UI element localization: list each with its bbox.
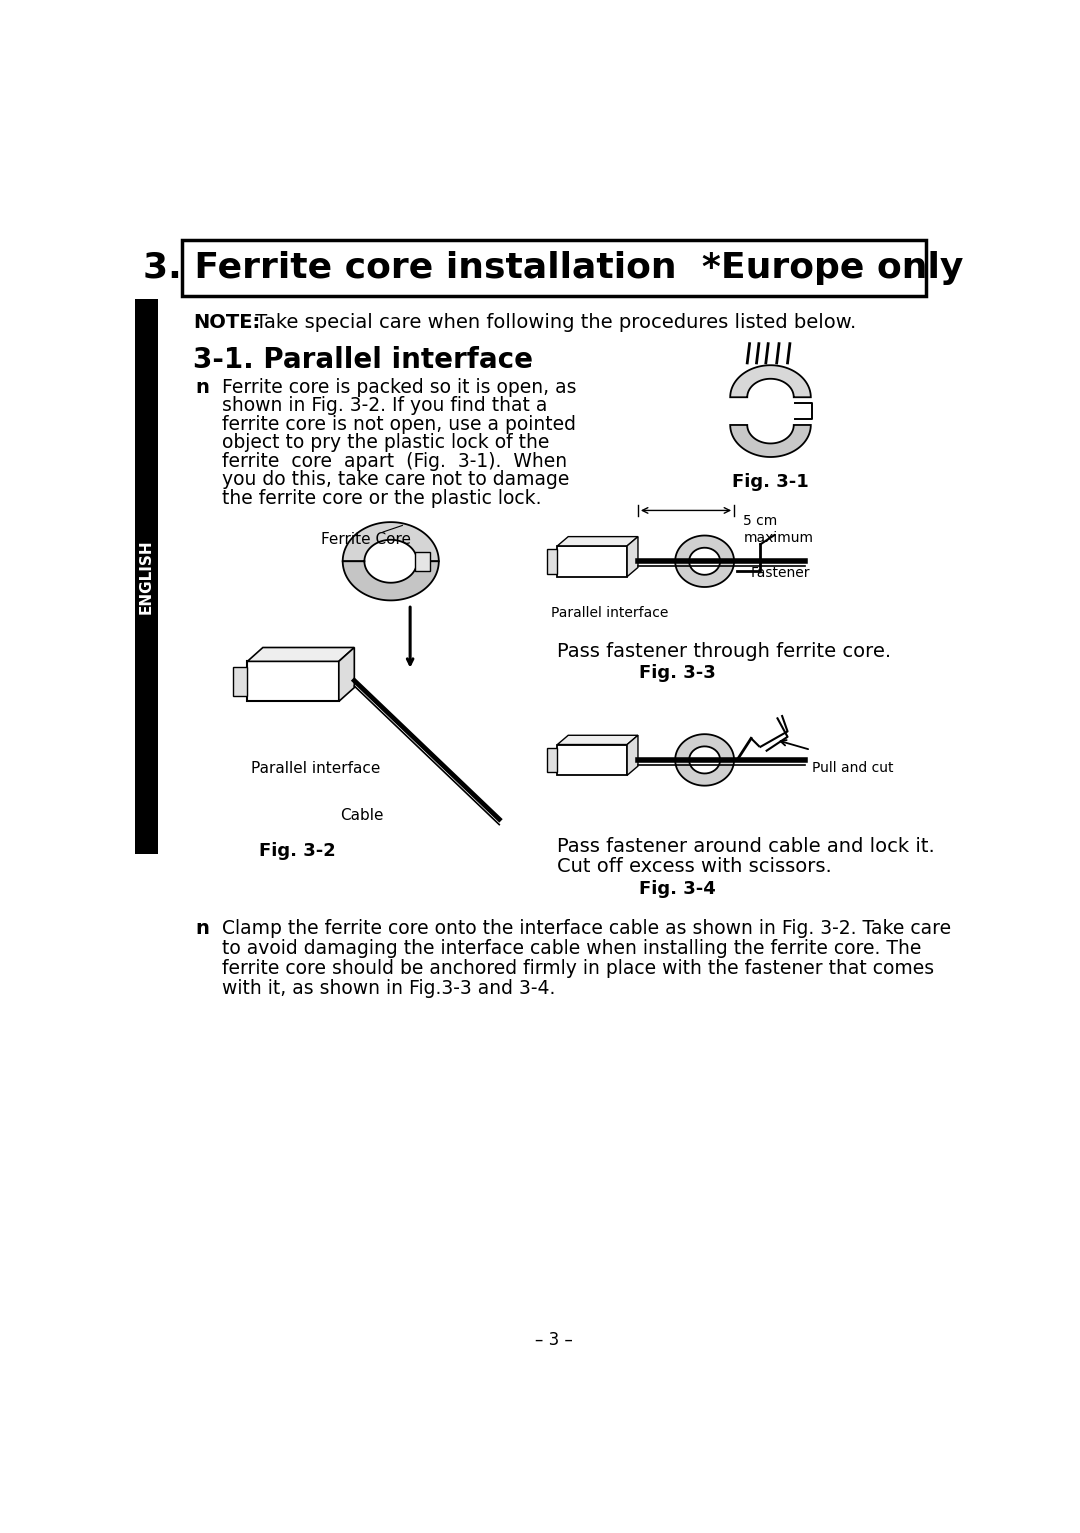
Bar: [247, 661, 339, 702]
Text: with it, as shown in Fig.3-3 and 3-4.: with it, as shown in Fig.3-3 and 3-4.: [221, 980, 555, 998]
Text: 3-1. Parallel interface: 3-1. Parallel interface: [193, 345, 534, 374]
Text: 3. Ferrite core installation  *Europe only: 3. Ferrite core installation *Europe onl…: [144, 251, 963, 285]
Text: Fig. 3-1: Fig. 3-1: [732, 472, 809, 491]
Text: object to pry the plastic lock of the: object to pry the plastic lock of the: [221, 434, 549, 452]
Bar: [181, 241, 926, 296]
Text: – 3 –: – 3 –: [535, 1331, 572, 1349]
Text: Pass fastener around cable and lock it.: Pass fastener around cable and lock it.: [557, 837, 935, 855]
Text: to avoid damaging the interface cable when installing the ferrite core. The: to avoid damaging the interface cable wh…: [221, 940, 921, 958]
Text: n: n: [195, 379, 210, 397]
Polygon shape: [557, 537, 638, 546]
Text: ferrite core is not open, use a pointed: ferrite core is not open, use a pointed: [221, 415, 576, 434]
Text: Pass fastener through ferrite core.: Pass fastener through ferrite core.: [557, 642, 891, 661]
Polygon shape: [627, 537, 638, 576]
Bar: [546, 748, 557, 773]
Bar: [415, 552, 430, 570]
Text: Fig. 3-3: Fig. 3-3: [639, 664, 716, 682]
Polygon shape: [342, 561, 438, 601]
Text: Clamp the ferrite core onto the interface cable as shown in Fig. 3-2. Take care: Clamp the ferrite core onto the interfac…: [221, 920, 950, 938]
Text: Take special care when following the procedures listed below.: Take special care when following the pro…: [248, 313, 856, 333]
Polygon shape: [675, 734, 734, 786]
Text: n: n: [195, 920, 210, 938]
Polygon shape: [339, 647, 354, 702]
Polygon shape: [730, 425, 811, 457]
Text: Cable: Cable: [340, 808, 383, 823]
Polygon shape: [557, 736, 638, 745]
Text: NOTE:: NOTE:: [193, 313, 260, 333]
Text: ferrite core should be anchored firmly in place with the fastener that comes: ferrite core should be anchored firmly i…: [221, 960, 934, 978]
Polygon shape: [342, 523, 438, 561]
Text: Ferrite Core: Ferrite Core: [321, 532, 411, 547]
Text: Fig. 3-4: Fig. 3-4: [639, 880, 716, 898]
Text: shown in Fig. 3-2. If you find that a: shown in Fig. 3-2. If you find that a: [221, 397, 548, 415]
Bar: [135, 299, 159, 854]
Text: Fastener: Fastener: [751, 566, 811, 579]
Polygon shape: [675, 535, 734, 587]
Text: Parallel interface: Parallel interface: [252, 762, 380, 776]
Text: Parallel interface: Parallel interface: [551, 606, 669, 619]
Text: the ferrite core or the plastic lock.: the ferrite core or the plastic lock.: [221, 489, 541, 507]
Text: Fig. 3-2: Fig. 3-2: [259, 842, 336, 860]
Text: Cut off excess with scissors.: Cut off excess with scissors.: [557, 857, 832, 875]
Text: 5 cm
maximum: 5 cm maximum: [743, 514, 813, 544]
Bar: [557, 745, 627, 776]
Text: ENGLISH: ENGLISH: [139, 540, 154, 615]
Text: Pull and cut: Pull and cut: [812, 762, 894, 776]
Text: Ferrite core is packed so it is open, as: Ferrite core is packed so it is open, as: [221, 379, 577, 397]
Bar: [233, 667, 247, 696]
Text: you do this, take care not to damage: you do this, take care not to damage: [221, 471, 569, 489]
Text: ferrite  core  apart  (Fig.  3-1).  When: ferrite core apart (Fig. 3-1). When: [221, 452, 567, 471]
Polygon shape: [730, 365, 811, 397]
Bar: [546, 549, 557, 573]
Polygon shape: [247, 647, 354, 661]
Bar: [557, 546, 627, 576]
Polygon shape: [627, 736, 638, 776]
